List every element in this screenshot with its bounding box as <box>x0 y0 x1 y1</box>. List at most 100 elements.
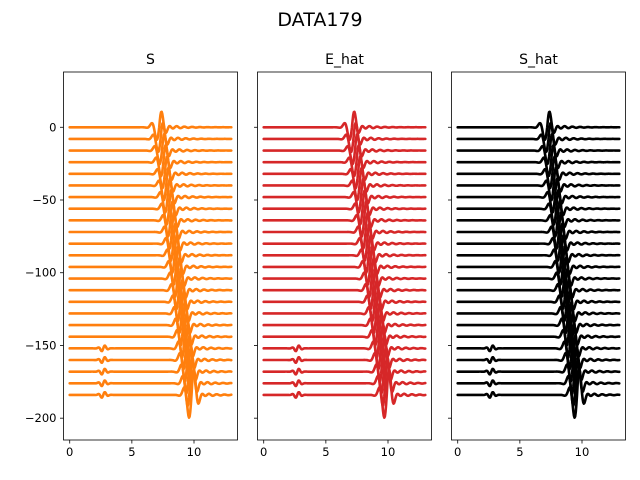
series-line <box>262 177 427 214</box>
series-line <box>456 334 621 383</box>
traces-1 <box>262 110 427 419</box>
y-tick-label: −50 <box>32 193 56 207</box>
x-tick-label: 5 <box>516 445 523 459</box>
series-line <box>262 211 427 250</box>
subplot-1: E_hat 0 5 10 <box>254 52 432 459</box>
y-tick-label: −100 <box>25 266 57 280</box>
series-line <box>456 132 621 166</box>
x-tick-label: 10 <box>187 445 202 459</box>
series-line <box>262 300 427 347</box>
traces-2 <box>456 110 621 419</box>
series-line <box>262 199 427 238</box>
series-line <box>456 233 621 275</box>
subplot-title: S <box>146 52 155 68</box>
series-line <box>262 133 427 166</box>
y-tick-label: 0 <box>49 120 56 134</box>
series-line <box>262 110 427 142</box>
traces-0 <box>68 110 233 419</box>
axes-frame <box>451 71 626 441</box>
series-line <box>456 121 621 154</box>
subplot-0: S 0 5 10 0 −50 −100 −150 −200 <box>25 52 238 459</box>
series-line <box>68 278 233 323</box>
x-tick-label: 0 <box>260 445 267 459</box>
x-tick-label: 10 <box>381 445 396 459</box>
series-line <box>68 132 233 166</box>
series-line <box>68 166 233 202</box>
series-line <box>456 278 621 323</box>
series-line <box>68 222 233 262</box>
series-line <box>68 211 233 250</box>
axes-frame <box>257 71 432 441</box>
series-line <box>68 177 233 214</box>
series-line <box>262 323 427 371</box>
subplot-title: S_hat <box>519 52 558 68</box>
series-line <box>456 289 621 335</box>
x-tick-label: 10 <box>575 445 590 459</box>
series-line <box>68 323 233 371</box>
series-line <box>262 345 427 395</box>
series-line <box>262 278 427 323</box>
series-line <box>68 267 233 311</box>
series-line <box>456 155 621 190</box>
series-line <box>68 110 233 142</box>
series-line <box>68 255 233 298</box>
series-line <box>456 177 621 214</box>
series-line <box>456 200 621 238</box>
series-line <box>456 244 621 287</box>
series-line <box>68 289 233 335</box>
series-line <box>262 222 427 262</box>
series-line <box>262 155 427 190</box>
series-line <box>456 222 621 262</box>
series-line <box>456 188 621 226</box>
y-tick-label: −150 <box>25 338 57 352</box>
series-line <box>456 143 621 178</box>
series-line <box>68 368 233 419</box>
figure-suptitle: DATA179 <box>277 9 362 31</box>
series-line <box>68 300 233 347</box>
series-line <box>262 188 427 226</box>
series-line <box>456 323 621 371</box>
series-line <box>68 155 233 190</box>
subplot-grid: S 0 5 10 0 −50 −100 −150 −200 E_hat 0 5 10 S_hat 0 5 10 <box>25 52 626 459</box>
series-line <box>456 356 621 407</box>
series-line <box>68 121 233 154</box>
series-line <box>68 189 233 226</box>
series-line <box>456 211 621 250</box>
series-line <box>68 200 233 238</box>
series-line <box>456 166 621 202</box>
series-line <box>262 121 427 154</box>
series-line <box>68 144 233 178</box>
subplot-title: E_hat <box>325 52 364 68</box>
x-tick-label: 5 <box>322 445 329 459</box>
series-line <box>456 368 621 419</box>
series-line <box>68 334 233 383</box>
series-line <box>456 267 621 311</box>
series-line <box>68 233 233 275</box>
series-line <box>262 267 427 311</box>
series-line <box>68 244 233 287</box>
series-line <box>68 345 233 395</box>
subplot-2: S_hat 0 5 10 <box>448 52 626 459</box>
series-line <box>262 334 427 383</box>
series-line <box>68 357 233 407</box>
series-line <box>262 233 427 275</box>
series-line <box>456 312 621 359</box>
series-line <box>262 244 427 286</box>
x-tick-label: 0 <box>66 445 73 459</box>
series-line <box>262 289 427 335</box>
series-line <box>68 312 233 359</box>
y-tick-label: −200 <box>25 411 57 425</box>
series-line <box>262 368 427 419</box>
axes-frame <box>63 71 238 441</box>
series-line <box>262 356 427 407</box>
series-line <box>456 255 621 299</box>
series-line <box>262 312 427 359</box>
series-line <box>456 110 621 142</box>
series-line <box>262 256 427 299</box>
series-line <box>262 166 427 202</box>
series-line <box>456 345 621 395</box>
x-tick-label: 5 <box>128 445 135 459</box>
series-line <box>262 143 427 178</box>
x-tick-label: 0 <box>454 445 461 459</box>
